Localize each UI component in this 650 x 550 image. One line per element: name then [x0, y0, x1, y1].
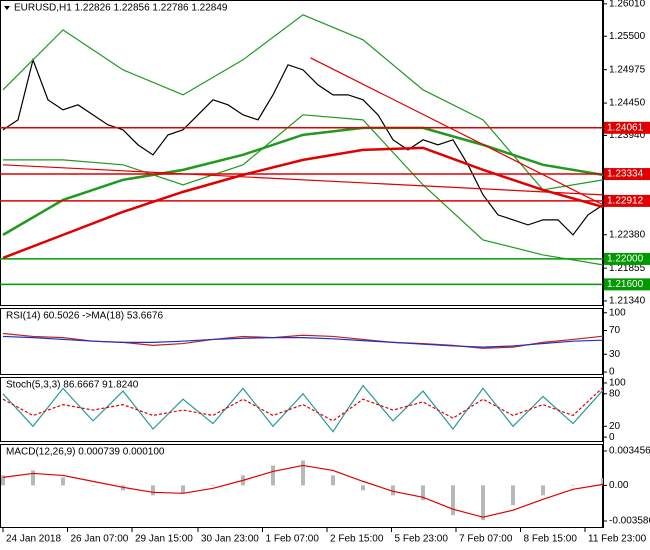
panel-frame: [0, 0, 603, 306]
y-tick-label: 30: [609, 349, 621, 360]
histogram-bar: [391, 485, 395, 496]
series-line: [3, 114, 603, 266]
histogram-bar: [181, 485, 185, 494]
level-label: 1.24061: [607, 122, 644, 133]
panel-frame: [0, 377, 603, 442]
histogram-bar: [601, 478, 603, 486]
histogram-bar: [571, 485, 575, 486]
panel-title: RSI(14) 60.5026 ->MA(18) 53.6676: [6, 311, 163, 322]
panel-title: MACD(12,26,9) 0.000739 0.000100: [6, 447, 165, 458]
y-tick-label: 1.26010: [609, 0, 646, 9]
y-tick-label: 100: [609, 378, 626, 389]
x-tick-label: 5 Feb 23:00: [395, 534, 449, 545]
histogram-bar: [271, 465, 275, 486]
panel-title: EURUSD,H1 1.22826 1.22856 1.22786 1.2284…: [14, 3, 228, 14]
x-tick-label: 2 Feb 15:00: [330, 534, 384, 545]
y-tick-label: 0: [609, 367, 615, 378]
panel-frame: [0, 444, 603, 528]
histogram-bar: [451, 485, 455, 516]
y-tick-label: 70: [609, 325, 621, 336]
level-label-bg: [603, 194, 650, 207]
y-tick-label: 0: [609, 432, 615, 443]
x-tick-label: 11 Feb 23:00: [588, 534, 647, 545]
histogram-bar: [301, 460, 305, 486]
histogram-bar: [211, 485, 215, 486]
series-line: [2, 57, 603, 236]
histogram-bar: [61, 477, 65, 486]
histogram-bar: [361, 485, 365, 491]
y-tick-label: 1.21855: [609, 263, 646, 274]
series-line: [2, 386, 603, 422]
plot-area: [2, 332, 603, 349]
y-tick-label: -0.003586: [609, 516, 650, 527]
x-tick-label: 26 Jan 07:00: [71, 534, 129, 545]
histogram-bar: [511, 485, 515, 506]
plot-area: [2, 14, 603, 266]
histogram-bar: [331, 475, 335, 486]
y-tick-label: 1.23940: [609, 130, 646, 141]
x-tick-label: 29 Jan 15:00: [135, 534, 193, 545]
y-tick-label: 1.22380: [609, 229, 646, 240]
y-tick-label: 1.21340: [609, 296, 646, 307]
y-tick-label: 0.00: [609, 480, 629, 491]
series-line: [2, 146, 603, 260]
y-tick-label: 80: [609, 388, 621, 399]
level-label-bg: [603, 121, 650, 134]
panel-title: Stoch(5,3,3) 86.6667 91.8240: [6, 380, 139, 391]
y-tick-label: 1.24450: [609, 98, 646, 109]
x-tick-label: 8 Feb 15:00: [524, 534, 578, 545]
x-tick-label: 1 Feb 07:00: [266, 534, 320, 545]
level-label: 1.22912: [607, 196, 644, 207]
histogram-bar: [31, 470, 35, 486]
level-label: 1.21600: [607, 279, 644, 290]
menu-icon: [4, 6, 10, 10]
x-tick-label: 30 Jan 23:00: [201, 534, 259, 545]
series-line: [2, 335, 603, 348]
series-line: [2, 126, 603, 236]
histogram-bar: [421, 485, 425, 501]
panel-frame: [0, 308, 603, 375]
y-tick-label: 1.25500: [609, 31, 646, 42]
level-label-bg: [603, 278, 650, 291]
level-label: 1.22000: [607, 254, 644, 265]
plot-area: [1, 460, 603, 521]
histogram-bar: [1, 475, 5, 486]
series-line: [2, 164, 603, 196]
y-tick-label: 1.24975: [609, 64, 646, 75]
series-line: [2, 464, 603, 518]
level-label: 1.23334: [607, 169, 644, 180]
histogram-bar: [91, 485, 95, 486]
y-tick-label: 100: [609, 307, 626, 318]
plot-area: [2, 384, 603, 433]
x-tick-label: 24 Jan 2018: [6, 534, 61, 545]
x-tick-label: 7 Feb 07:00: [459, 534, 513, 545]
y-tick-label: 20: [609, 421, 621, 432]
series-line: [310, 57, 603, 206]
series-line: [2, 14, 603, 191]
histogram-bar: [541, 485, 545, 496]
level-label-bg: [603, 252, 650, 265]
level-label-bg: [603, 168, 650, 181]
histogram-bar: [481, 485, 485, 521]
series-line: [2, 384, 603, 433]
y-tick-label: 0.003456: [609, 446, 650, 457]
histogram-bar: [151, 485, 155, 496]
